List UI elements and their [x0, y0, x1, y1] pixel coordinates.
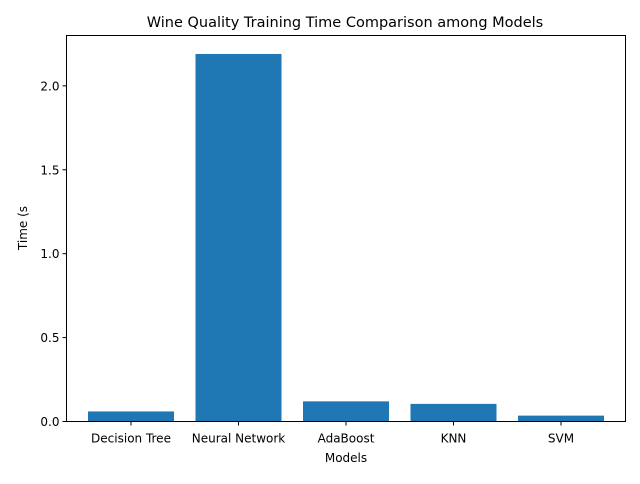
- bar-svm: [518, 415, 604, 422]
- y-axis: 0.0 0.5 1.0 1.5 2.0: [40, 79, 67, 429]
- y-axis-label: Time (s: [16, 206, 30, 251]
- y-tick-label: 1.5: [40, 163, 59, 177]
- y-tick-label: 2.0: [40, 79, 59, 93]
- chart-title: Wine Quality Training Time Comparison am…: [147, 15, 544, 31]
- bar-decision-tree: [88, 411, 174, 422]
- bar-neural-network: [195, 53, 282, 422]
- bar-knn: [410, 403, 497, 422]
- x-tick-label: Decision Tree: [91, 432, 171, 446]
- x-tick-label: AdaBoost: [318, 432, 375, 446]
- bar-adaboost: [303, 401, 389, 422]
- y-tick-label: 0.0: [40, 415, 59, 429]
- x-axis-label: Models: [325, 451, 367, 465]
- y-tick-label: 1.0: [40, 247, 59, 261]
- y-tick-label: 0.5: [40, 331, 59, 345]
- x-axis: Decision Tree Neural Network AdaBoost KNN SV…: [91, 421, 574, 446]
- x-tick-label: Neural Network: [192, 432, 286, 446]
- x-tick-label: SVM: [548, 432, 574, 446]
- plot-frame: [66, 35, 626, 422]
- x-tick-label: KNN: [441, 432, 467, 446]
- bars-layer: [88, 53, 604, 422]
